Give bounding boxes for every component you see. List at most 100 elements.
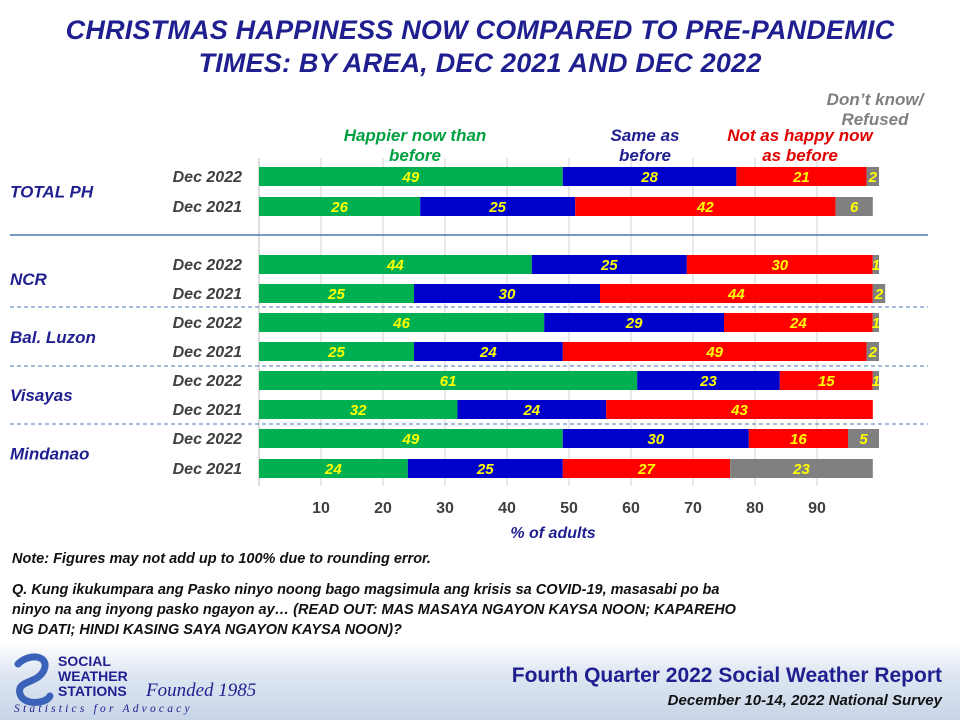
question-line-1: Q. Kung ikukumpara ang Pasko ninyo noong… — [12, 582, 720, 598]
bar-segment-1-0-1 — [531, 255, 687, 274]
bar-segment-4-1-1 — [407, 459, 563, 478]
bar-segment-3-0-1 — [637, 371, 780, 390]
chart-title-line-1: CHRISTMAS HAPPINESS NOW COMPARED TO PRE-… — [65, 15, 895, 45]
bar-value-2-0-1: 29 — [625, 315, 643, 332]
row-label-4-1: Dec 2021 — [173, 461, 242, 478]
x-tick-label-40: 40 — [498, 500, 516, 517]
row-label-3-0: Dec 2022 — [173, 373, 242, 390]
sws-logo: SOCIAL WEATHER STATIONS Founded 1985 Sta… — [14, 653, 256, 715]
bar-value-4-1-0: 24 — [324, 461, 342, 478]
x-tick-label-10: 10 — [312, 500, 330, 517]
group-label-0: TOTAL PH — [10, 183, 94, 202]
survey-question: Q. Kung ikukumpara ang Pasko ninyo noong… — [12, 580, 736, 640]
bar-segment-0-1-2 — [575, 197, 836, 216]
bar-segment-4-0-3 — [848, 429, 879, 448]
bar-segment-4-0-1 — [562, 429, 749, 448]
logo-line-3: STATIONS — [58, 683, 127, 699]
bar-value-0-0-3: 2 — [868, 169, 878, 186]
bar-value-0-0-1: 28 — [640, 169, 658, 186]
legend-dont-know: Don’t know/ Refused — [826, 90, 924, 129]
x-tick-label-60: 60 — [622, 500, 640, 517]
bar-value-1-1-3: 2 — [874, 286, 884, 303]
row-label-0-0: Dec 2022 — [173, 169, 242, 186]
bar-segment-1-1-3 — [872, 284, 886, 303]
bar-value-1-0-2: 30 — [771, 257, 788, 274]
row-label-1-0: Dec 2022 — [173, 257, 242, 274]
bar-value-1-0-1: 25 — [600, 257, 618, 274]
group-label-4: Mindanao — [10, 445, 89, 464]
bar-value-3-0-2: 15 — [818, 373, 835, 390]
bar-segment-4-1-0 — [259, 459, 408, 478]
bar-segment-0-0-3 — [866, 167, 879, 186]
legend-not-happy: Not as happy now as before — [727, 126, 873, 165]
bar-value-0-0-0: 49 — [402, 169, 420, 186]
logo-founded: Founded 1985 — [145, 680, 256, 701]
bar-value-4-0-3: 5 — [859, 431, 868, 448]
group-label-3: Visayas — [10, 386, 73, 405]
bar-segment-3-0-2 — [779, 371, 873, 390]
bar-value-2-1-0: 25 — [327, 344, 345, 361]
bar-value-4-0-0: 49 — [402, 431, 420, 448]
chart-title: CHRISTMAS HAPPINESS NOW COMPARED TO PRE-… — [0, 14, 960, 80]
question-line-3: NG DATI; HINDI KASING SAYA NGAYON KAYSA … — [12, 622, 402, 638]
bar-segment-4-0-2 — [748, 429, 848, 448]
bar-value-4-0-2: 16 — [790, 431, 807, 448]
bar-segment-3-0-0 — [259, 371, 638, 390]
bar-segment-2-0-2 — [724, 313, 873, 332]
bar-value-2-0-2: 24 — [789, 315, 807, 332]
bar-value-4-1-3: 23 — [792, 461, 810, 478]
bar-segment-2-0-0 — [259, 313, 545, 332]
x-tick-label-70: 70 — [684, 500, 702, 517]
bar-value-2-0-3: 1 — [872, 315, 880, 332]
report-subtitle: December 10-14, 2022 National Survey — [667, 692, 942, 709]
bar-segment-1-1-2 — [600, 284, 873, 303]
bar-segment-0-1-1 — [420, 197, 576, 216]
bar-segment-1-1-0 — [259, 284, 414, 303]
bar-segment-3-1-1 — [457, 400, 607, 419]
bar-segment-4-0-0 — [259, 429, 563, 448]
bar-value-1-1-2: 44 — [727, 286, 745, 303]
bar-value-0-1-1: 25 — [488, 199, 506, 216]
rounding-note: Note: Figures may not add up to 100% due… — [12, 551, 431, 567]
bar-segment-4-1-2 — [562, 459, 731, 478]
bar-value-1-1-0: 25 — [327, 286, 345, 303]
x-axis-label: % of adults — [510, 525, 595, 542]
logo-line-1: SOCIAL — [58, 653, 111, 669]
bar-segment-3-0-3 — [872, 371, 879, 390]
logo-tagline: Statistics for Advocacy — [14, 703, 193, 715]
bar-segment-0-1-3 — [835, 197, 873, 216]
bar-value-4-0-1: 30 — [647, 431, 664, 448]
bar-segment-4-1-3 — [730, 459, 873, 478]
bar-segment-0-0-1 — [562, 167, 737, 186]
bar-segment-1-0-2 — [686, 255, 873, 274]
bar-value-1-0-3: 1 — [872, 257, 880, 274]
bar-value-0-1-2: 42 — [696, 199, 714, 216]
chart-title-line-2: TIMES: BY AREA, DEC 2021 AND DEC 2022 — [198, 48, 762, 78]
bar-value-2-1-2: 49 — [705, 344, 723, 361]
x-tick-label-30: 30 — [436, 500, 454, 517]
row-label-2-1: Dec 2021 — [173, 344, 242, 361]
bar-segment-1-0-3 — [872, 255, 879, 274]
bar-value-1-0-0: 44 — [386, 257, 404, 274]
bar-segment-2-1-0 — [259, 342, 414, 361]
logo-line-2: WEATHER — [58, 668, 128, 684]
bar-segment-3-1-0 — [259, 400, 458, 419]
bar-value-0-1-3: 6 — [850, 199, 859, 216]
row-label-3-1: Dec 2021 — [173, 402, 242, 419]
bar-segment-2-0-3 — [872, 313, 879, 332]
bar-segment-2-1-3 — [866, 342, 879, 361]
group-label-1: NCR — [10, 270, 48, 289]
x-tick-label-90: 90 — [808, 500, 826, 517]
bar-value-1-1-1: 30 — [499, 286, 516, 303]
bar-value-2-0-0: 46 — [392, 315, 410, 332]
bar-segment-2-0-1 — [544, 313, 724, 332]
bar-value-4-1-1: 25 — [476, 461, 494, 478]
bar-value-0-0-2: 21 — [792, 169, 810, 186]
bar-value-4-1-2: 27 — [637, 461, 655, 478]
bar-value-0-1-0: 26 — [330, 199, 348, 216]
bar-value-3-1-2: 43 — [730, 402, 748, 419]
bar-value-2-1-1: 24 — [479, 344, 497, 361]
bar-value-3-1-1: 24 — [522, 402, 540, 419]
bar-segment-3-1-2 — [606, 400, 873, 419]
